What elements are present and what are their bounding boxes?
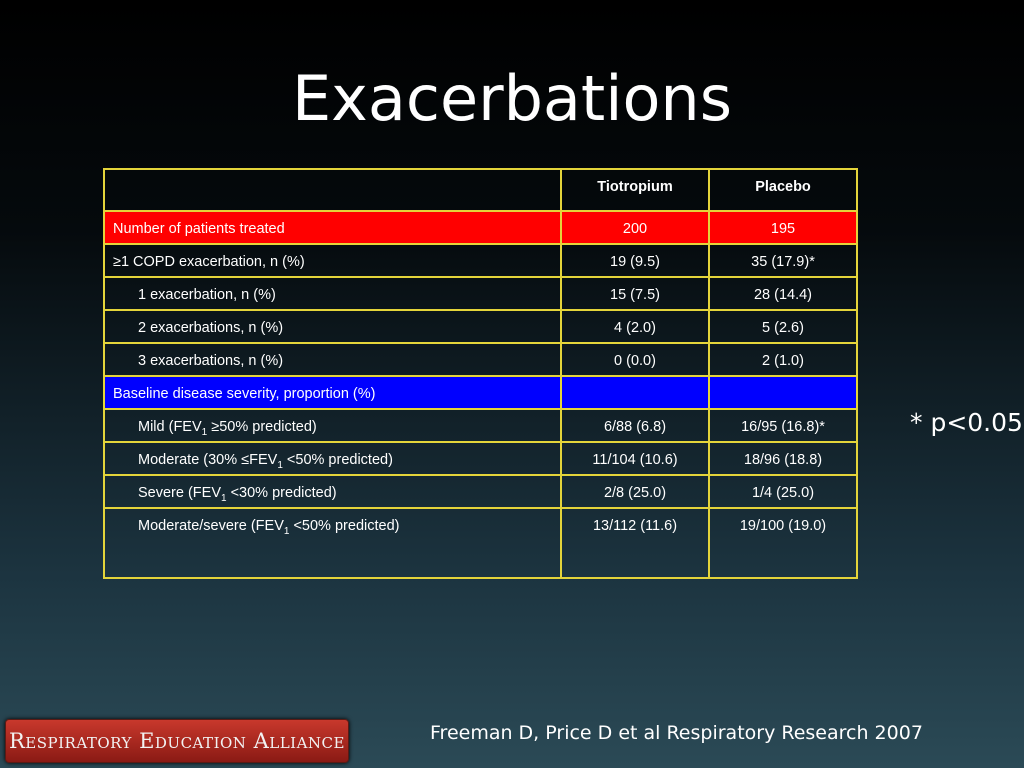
label-text: <50% predicted) (282, 452, 393, 468)
row: 3 exacerbations, n (%) 0 (0.0) 2 (1.0) (103, 342, 858, 377)
subscript: 1 (283, 525, 290, 537)
cell: 16/95 (16.8)* (708, 408, 858, 443)
title: Exacerbations (292, 62, 732, 135)
cell: 28 (14.4) (708, 276, 858, 311)
row: Number of patients treated 200 195 (103, 210, 858, 245)
cell: 1/4 (25.0) (708, 474, 858, 509)
cell: 200 (560, 210, 710, 245)
cell: 35 (17.9)* (708, 243, 858, 278)
row: Mild (FEV1 ≥50% predicted) 6/88 (6.8) 16/9… (103, 408, 858, 443)
label-cell: Severe (FEV1 <30% predicted) (103, 474, 562, 509)
label-cell: Mild (FEV1 ≥50% predicted) (103, 408, 562, 443)
cell: 0 (0.0) (560, 342, 710, 377)
label-text: Moderate (30% ≤FEV (138, 452, 278, 468)
row: 2 exacerbations, n (%) 4 (2.0) 5 (2.6) (103, 309, 858, 344)
cell: 2 (1.0) (708, 342, 858, 377)
label-cell: Number of patients treated (103, 210, 562, 245)
cell: 19/100 (19.0) (708, 507, 858, 579)
label-text: ≥50% predicted) (207, 419, 317, 435)
label-cell: Moderate/severe (FEV1 <50% predicted) (103, 507, 562, 579)
cell: 19 (9.5) (560, 243, 710, 278)
label-cell: ≥1 COPD exacerbation, n (%) (103, 243, 562, 278)
cell: 5 (2.6) (708, 309, 858, 344)
cell: 11/104 (10.6) (560, 441, 710, 476)
label-cell: 3 exacerbations, n (%) (103, 342, 562, 377)
cell: 13/112 (11.6) (560, 507, 710, 579)
footnote: * p<0.05 (910, 408, 1023, 437)
label-cell: Moderate (30% ≤FEV1 <50% predicted) (103, 441, 562, 476)
label-text: <50% predicted) (289, 518, 400, 534)
header-cell: Placebo (708, 168, 858, 212)
label-cell: 2 exacerbations, n (%) (103, 309, 562, 344)
row: Moderate (30% ≤FEV1 <50% predicted) 11/10… (103, 441, 858, 476)
label-text: Severe (FEV (138, 485, 221, 501)
row: Baseline disease severity, proportion (%… (103, 375, 858, 410)
cell (560, 375, 710, 410)
cell: 18/96 (18.8) (708, 441, 858, 476)
header-cell: Tiotropium (560, 168, 710, 212)
cell: 195 (708, 210, 858, 245)
label-cell: Baseline disease severity, proportion (%… (103, 375, 562, 410)
cell (708, 375, 858, 410)
cell: 4 (2.0) (560, 309, 710, 344)
header-cell (103, 168, 562, 212)
row: ≥1 COPD exacerbation, n (%) 19 (9.5) 35 (1… (103, 243, 858, 278)
citation: Freeman D, Price D et al Respiratory Res… (430, 722, 923, 744)
cell: 15 (7.5) (560, 276, 710, 311)
row: Severe (FEV1 <30% predicted) 2/8 (25.0) 1/… (103, 474, 858, 509)
label-text: Moderate/severe (FEV (138, 518, 284, 534)
subscript: 1 (277, 459, 283, 471)
row: Moderate/severe (FEV1 <50% predicted) 13/… (103, 507, 858, 579)
header-row: Tiotropium Placebo (103, 168, 858, 212)
subscript: 1 (221, 492, 227, 504)
label-text: <30% predicted) (226, 485, 337, 501)
logo: Respiratory Education Alliance (5, 719, 349, 763)
cell: 2/8 (25.0) (560, 474, 710, 509)
label-cell: 1 exacerbation, n (%) (103, 276, 562, 311)
subscript: 1 (201, 426, 208, 438)
cell: 6/88 (6.8) (560, 408, 710, 443)
table: Tiotropium Placebo Number of patients tre… (103, 168, 858, 579)
row: 1 exacerbation, n (%) 15 (7.5) 28 (14.4) (103, 276, 858, 311)
label-text: Mild (FEV (138, 419, 202, 435)
